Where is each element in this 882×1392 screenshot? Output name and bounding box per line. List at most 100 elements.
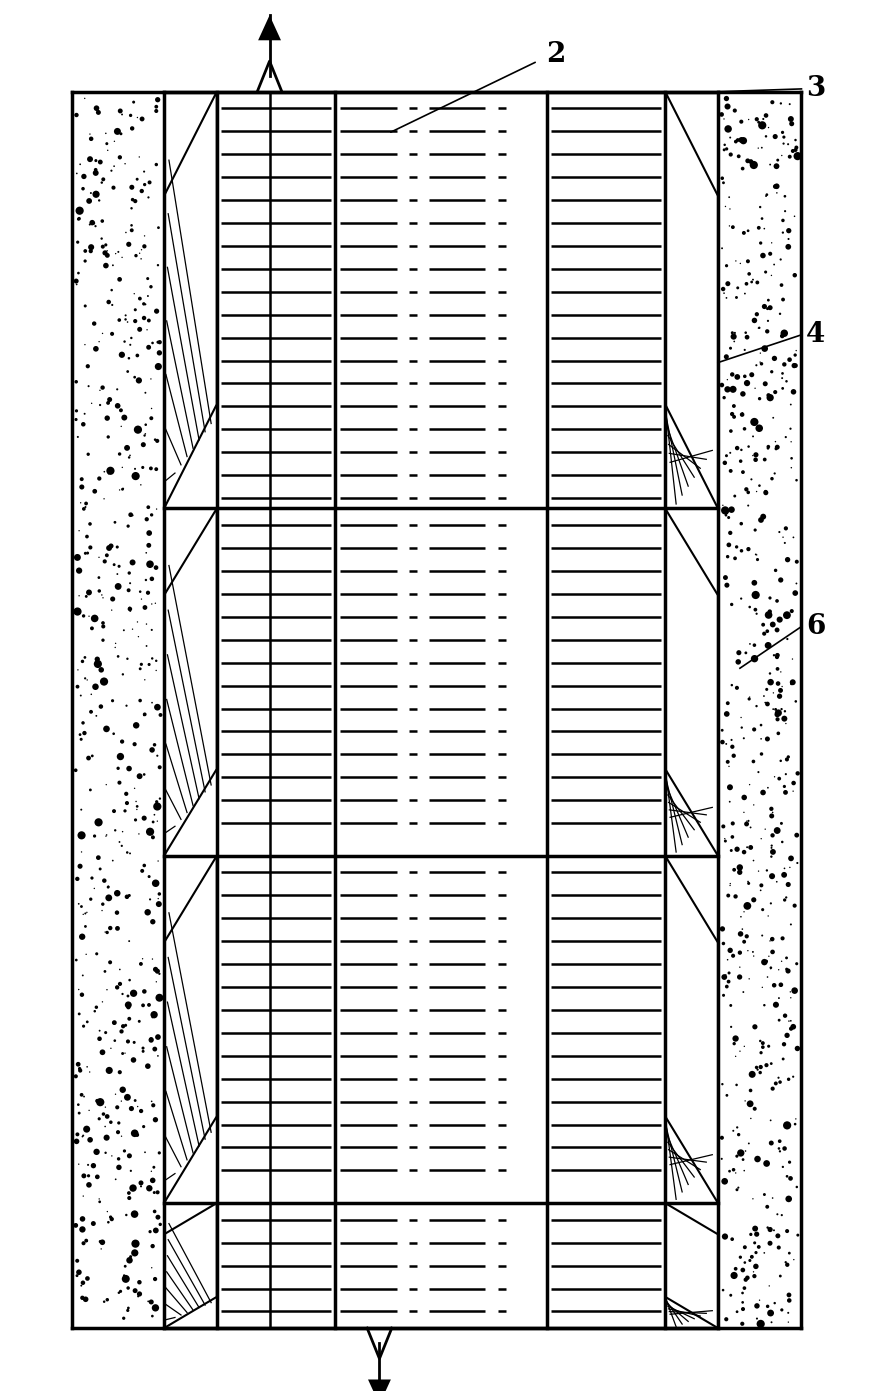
Point bbox=[766, 682, 781, 704]
Point bbox=[736, 1148, 750, 1171]
Point bbox=[723, 777, 737, 799]
Point bbox=[151, 888, 165, 910]
Point bbox=[90, 1165, 104, 1187]
Point bbox=[724, 1283, 738, 1306]
Point bbox=[75, 1286, 89, 1308]
Point bbox=[124, 198, 138, 220]
Point bbox=[93, 857, 108, 880]
Point bbox=[118, 1043, 132, 1065]
Point bbox=[101, 1289, 115, 1311]
Point bbox=[76, 711, 90, 734]
Point bbox=[772, 959, 786, 981]
Point bbox=[123, 597, 137, 619]
Point bbox=[766, 406, 781, 429]
Point bbox=[142, 866, 156, 888]
Point bbox=[92, 189, 106, 212]
Point bbox=[116, 820, 130, 842]
Point bbox=[75, 468, 89, 490]
Point bbox=[128, 777, 142, 799]
Point bbox=[744, 1107, 758, 1129]
Point bbox=[719, 1308, 733, 1331]
Point bbox=[143, 888, 157, 910]
Point bbox=[151, 1026, 165, 1048]
Point bbox=[730, 838, 744, 860]
Point bbox=[142, 535, 156, 557]
Point bbox=[118, 305, 132, 327]
Point bbox=[77, 1165, 91, 1187]
Point bbox=[89, 184, 103, 206]
Point bbox=[759, 125, 773, 148]
Point bbox=[751, 860, 766, 883]
Point bbox=[769, 1072, 783, 1094]
Point bbox=[723, 143, 737, 166]
Point bbox=[135, 860, 149, 883]
Point bbox=[761, 905, 775, 927]
Point bbox=[753, 1313, 767, 1335]
Point bbox=[754, 728, 768, 750]
Point bbox=[146, 1169, 160, 1192]
Point bbox=[767, 1219, 781, 1242]
Point bbox=[721, 546, 735, 568]
Point bbox=[747, 572, 761, 594]
Point bbox=[105, 599, 119, 621]
Point bbox=[132, 146, 146, 168]
Point bbox=[734, 450, 748, 472]
Point bbox=[126, 1048, 140, 1070]
Point bbox=[741, 251, 755, 273]
Point bbox=[729, 1045, 743, 1068]
Point bbox=[138, 413, 153, 436]
Point bbox=[744, 1224, 758, 1246]
Point bbox=[72, 199, 86, 221]
Point bbox=[73, 153, 87, 175]
Point bbox=[715, 720, 729, 742]
Point bbox=[791, 1224, 805, 1246]
Point bbox=[736, 461, 750, 483]
Point bbox=[747, 647, 761, 670]
Point bbox=[117, 330, 131, 352]
Point bbox=[85, 867, 99, 889]
Point bbox=[153, 1214, 168, 1236]
Point bbox=[145, 1257, 159, 1279]
Point bbox=[88, 675, 102, 697]
Point bbox=[126, 983, 140, 1005]
Point bbox=[78, 496, 93, 518]
Point bbox=[118, 800, 132, 823]
Point bbox=[729, 1257, 743, 1279]
Point bbox=[97, 487, 111, 509]
Point bbox=[727, 745, 741, 767]
Point bbox=[138, 235, 152, 258]
Point bbox=[758, 217, 772, 239]
Point bbox=[129, 465, 143, 487]
Point bbox=[101, 239, 115, 262]
Point bbox=[87, 607, 101, 629]
Point bbox=[773, 1130, 787, 1153]
Point bbox=[746, 750, 760, 773]
Point bbox=[762, 945, 776, 967]
Point bbox=[92, 812, 106, 834]
Point bbox=[786, 1016, 800, 1038]
Point bbox=[740, 837, 754, 859]
Point bbox=[96, 615, 110, 638]
Point bbox=[740, 810, 754, 832]
Point bbox=[726, 1119, 740, 1141]
Point bbox=[140, 267, 154, 290]
Point bbox=[771, 702, 785, 724]
Point bbox=[718, 827, 732, 849]
Point bbox=[75, 984, 89, 1006]
Point bbox=[122, 1297, 136, 1320]
Point bbox=[733, 941, 747, 963]
Polygon shape bbox=[665, 508, 718, 856]
Point bbox=[100, 132, 114, 155]
Point bbox=[776, 132, 790, 155]
Point bbox=[736, 1282, 750, 1304]
Point bbox=[744, 1079, 758, 1101]
Point bbox=[107, 177, 121, 199]
Point bbox=[138, 569, 153, 592]
Point bbox=[725, 674, 739, 696]
Point bbox=[99, 234, 113, 256]
Point bbox=[720, 345, 734, 367]
Point bbox=[718, 134, 732, 156]
Point bbox=[738, 1268, 752, 1290]
Point bbox=[107, 722, 121, 745]
Point bbox=[78, 295, 93, 317]
